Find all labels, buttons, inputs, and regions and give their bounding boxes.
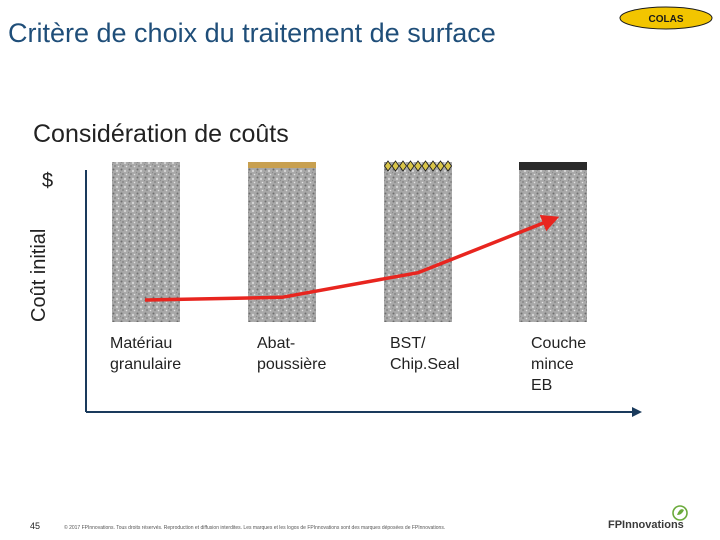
category-label-4: Couche mince EB [531, 335, 587, 394]
section-subtitle: Considération de coûts [33, 120, 289, 148]
footer-copyright: © 2017 FPInnovations. Tous droits réserv… [64, 525, 446, 531]
svg-text:COLAS: COLAS [649, 14, 684, 25]
dust-suppressant-layer [248, 162, 316, 168]
chipseal-layer [384, 160, 452, 172]
y-axis-dollar-symbol: $ [42, 170, 54, 192]
category-label-3: BST/ Chip.Seal [390, 335, 460, 373]
material-column-2 [248, 162, 316, 322]
colas-logo: COLAS [619, 6, 713, 30]
material-column-1 [112, 162, 180, 322]
svg-text:FPInnovations: FPInnovations [608, 519, 684, 531]
material-column-4 [519, 162, 587, 322]
material-column-3 [384, 162, 452, 322]
fpinnovations-logo: FPInnovations [608, 505, 688, 531]
leaf-icon [672, 505, 688, 521]
page-title: Critère de choix du traitement de surfac… [8, 18, 496, 48]
category-label-1: Matériau granulaire [110, 335, 182, 373]
category-label-2: Abat- poussière [257, 335, 327, 373]
cost-trend-line [144, 215, 560, 302]
thin-bituminous-layer [519, 162, 587, 170]
page-number: 45 [30, 521, 41, 531]
